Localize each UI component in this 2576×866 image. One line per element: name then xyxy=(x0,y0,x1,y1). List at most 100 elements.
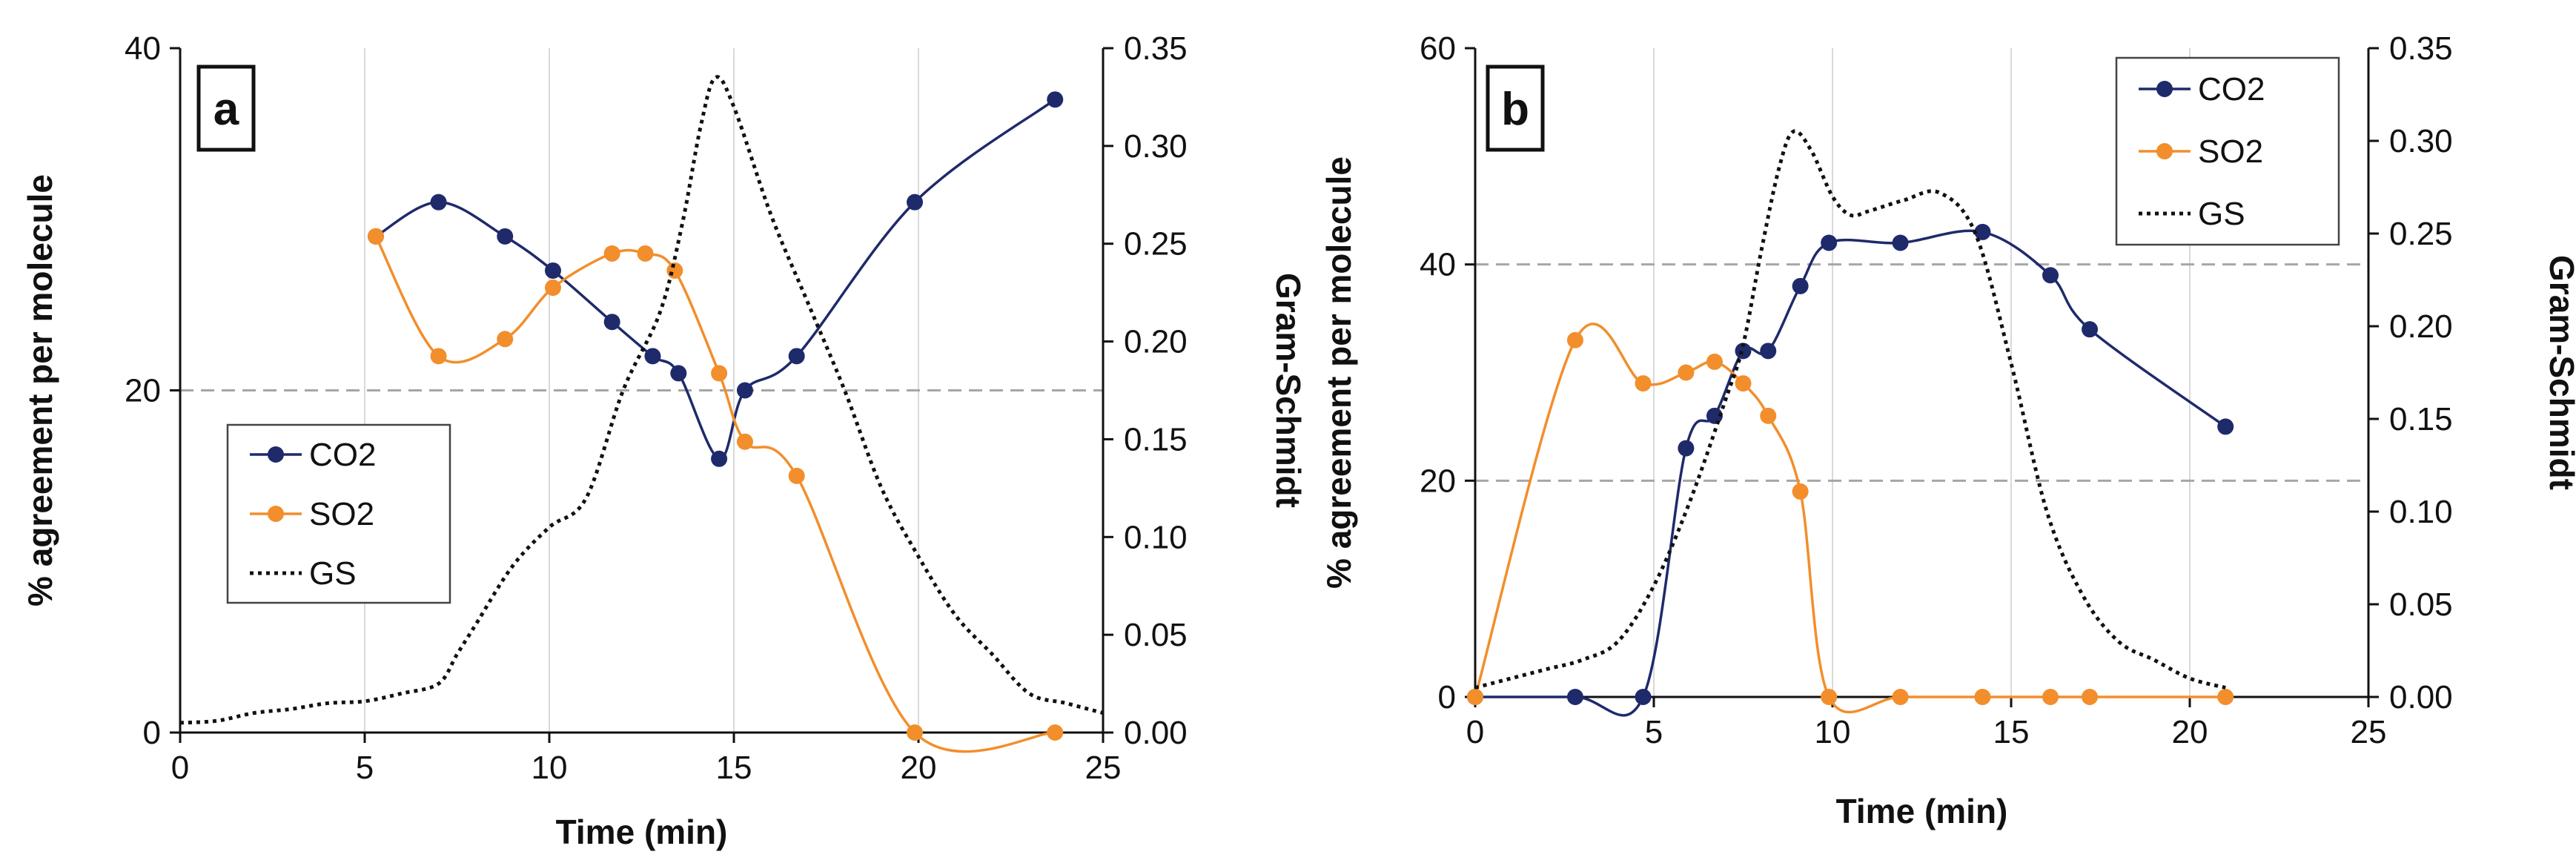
y2-tick-label: 0.10 xyxy=(2389,494,2453,530)
data-point xyxy=(670,365,687,382)
panel-label: a xyxy=(213,84,239,135)
data-point xyxy=(544,280,561,297)
y2-tick-label: 0.35 xyxy=(1124,30,1188,67)
data-point xyxy=(1566,689,1583,705)
x-tick-label: 0 xyxy=(1466,714,1484,750)
gs-line xyxy=(179,75,1104,725)
y2-tick-label: 0.25 xyxy=(1124,226,1188,262)
series-co2 xyxy=(367,91,1064,467)
y-axis-title: % agreement per molecule xyxy=(1320,156,1358,589)
x-tick-label: 15 xyxy=(716,750,752,786)
data-point xyxy=(1821,234,1838,251)
data-point xyxy=(1566,331,1583,348)
gs-line xyxy=(1474,129,2226,690)
y2-tick-label: 0.30 xyxy=(1124,128,1188,165)
series-so2 xyxy=(1467,323,2234,714)
y-tick-label: 20 xyxy=(1420,463,1456,499)
so2-line xyxy=(374,236,1056,753)
data-point xyxy=(1735,343,1752,360)
x-tick-label: 0 xyxy=(171,750,189,786)
data-point xyxy=(788,467,805,484)
data-point xyxy=(711,450,728,467)
y-tick-label: 0 xyxy=(143,715,161,751)
data-point xyxy=(2217,418,2234,435)
y2-tick-label: 0.35 xyxy=(2389,30,2453,67)
data-point xyxy=(736,433,753,450)
data-point xyxy=(1792,277,1809,294)
data-point xyxy=(1974,223,1991,240)
y2-tick-label: 0.30 xyxy=(2389,123,2453,159)
y2-axis-title: Gram-Schmidt xyxy=(2543,255,2576,490)
chart-panel-b: 0 5 10 15 20 25 0 20 40 60 0.00 0.05 0.10 0.15 0.20 0.2… xyxy=(1320,30,2576,830)
panel-label-box xyxy=(196,65,256,152)
data-point xyxy=(603,314,620,331)
y2-tick-label: 0.00 xyxy=(2389,679,2453,715)
y-tick-label: 20 xyxy=(125,373,161,409)
y2-axis-title: Gram-Schmidt xyxy=(1269,273,1308,508)
y2-tick-label: 0.20 xyxy=(1124,324,1188,360)
data-point xyxy=(711,365,728,382)
legend-label-gs: GS xyxy=(309,555,357,592)
y2-tick-label: 0.15 xyxy=(1124,421,1188,457)
legend-label-so2: SO2 xyxy=(2198,133,2263,170)
data-point xyxy=(430,194,447,211)
legend-label-co2: CO2 xyxy=(309,437,376,473)
legend-marker-co2 xyxy=(2156,81,2173,97)
data-point xyxy=(1892,689,1909,705)
x-axis-title: Time (min) xyxy=(1836,792,2008,830)
x-tick-label: 5 xyxy=(356,750,374,786)
data-point xyxy=(430,348,447,365)
data-point xyxy=(2042,267,2059,284)
data-point xyxy=(1047,724,1064,741)
legend-marker-so2 xyxy=(268,506,284,522)
data-point xyxy=(788,348,805,365)
legend-label-so2: SO2 xyxy=(309,496,374,532)
data-point xyxy=(907,724,924,741)
data-point xyxy=(2082,689,2099,705)
legend-label-gs: GS xyxy=(2198,196,2245,232)
x-axis-title: Time (min) xyxy=(556,813,728,851)
data-point xyxy=(1467,689,1483,705)
x-tick-label: 15 xyxy=(1993,714,2030,750)
data-point xyxy=(1974,689,1991,705)
data-point xyxy=(1706,353,1723,370)
series-gs xyxy=(179,75,1104,725)
y2-tick-label: 0.00 xyxy=(1124,715,1188,751)
series-so2 xyxy=(367,228,1064,753)
legend: CO2 SO2 GS xyxy=(2115,56,2340,246)
y-tick-label: 0 xyxy=(1438,679,1456,715)
y-tick-label: 40 xyxy=(1420,247,1456,283)
legend-marker-co2 xyxy=(268,446,284,463)
data-point xyxy=(1892,234,1909,251)
data-point xyxy=(1706,407,1723,424)
data-point xyxy=(367,228,384,245)
co2-line xyxy=(375,98,1056,460)
chart-panel-a: 0 5 10 15 20 25 0 20 40 0.00 0.05 0.10 0.15 0.20 0.25 0… xyxy=(21,30,1308,851)
data-point xyxy=(497,331,514,348)
data-point xyxy=(2217,689,2234,705)
data-point xyxy=(544,262,561,279)
x-tick-label: 10 xyxy=(1815,714,1851,750)
panel-label: b xyxy=(1501,84,1529,135)
so2-line xyxy=(1474,323,2226,714)
data-point xyxy=(2042,689,2059,705)
data-point xyxy=(1792,483,1809,500)
x-tick-label: 5 xyxy=(1645,714,1663,750)
legend: CO2 SO2 GS xyxy=(226,423,451,604)
y2-tick-label: 0.20 xyxy=(2389,308,2453,345)
y2-tick-label: 0.10 xyxy=(1124,519,1188,555)
data-point xyxy=(603,245,620,262)
data-point xyxy=(2082,321,2099,338)
panel-label-box xyxy=(1486,65,1545,152)
data-point xyxy=(1760,407,1777,424)
x-tick-label: 10 xyxy=(532,750,568,786)
legend-marker-so2 xyxy=(2156,143,2173,159)
co2-line xyxy=(1475,229,2227,717)
data-point xyxy=(1635,689,1652,705)
data-point xyxy=(637,245,654,262)
x-tick-label: 25 xyxy=(2351,714,2387,750)
y-axis-title: % agreement per molecule xyxy=(21,174,59,606)
y2-tick-label: 0.15 xyxy=(2389,401,2453,437)
y2-tick-label: 0.25 xyxy=(2389,216,2453,252)
data-point xyxy=(1760,343,1777,360)
